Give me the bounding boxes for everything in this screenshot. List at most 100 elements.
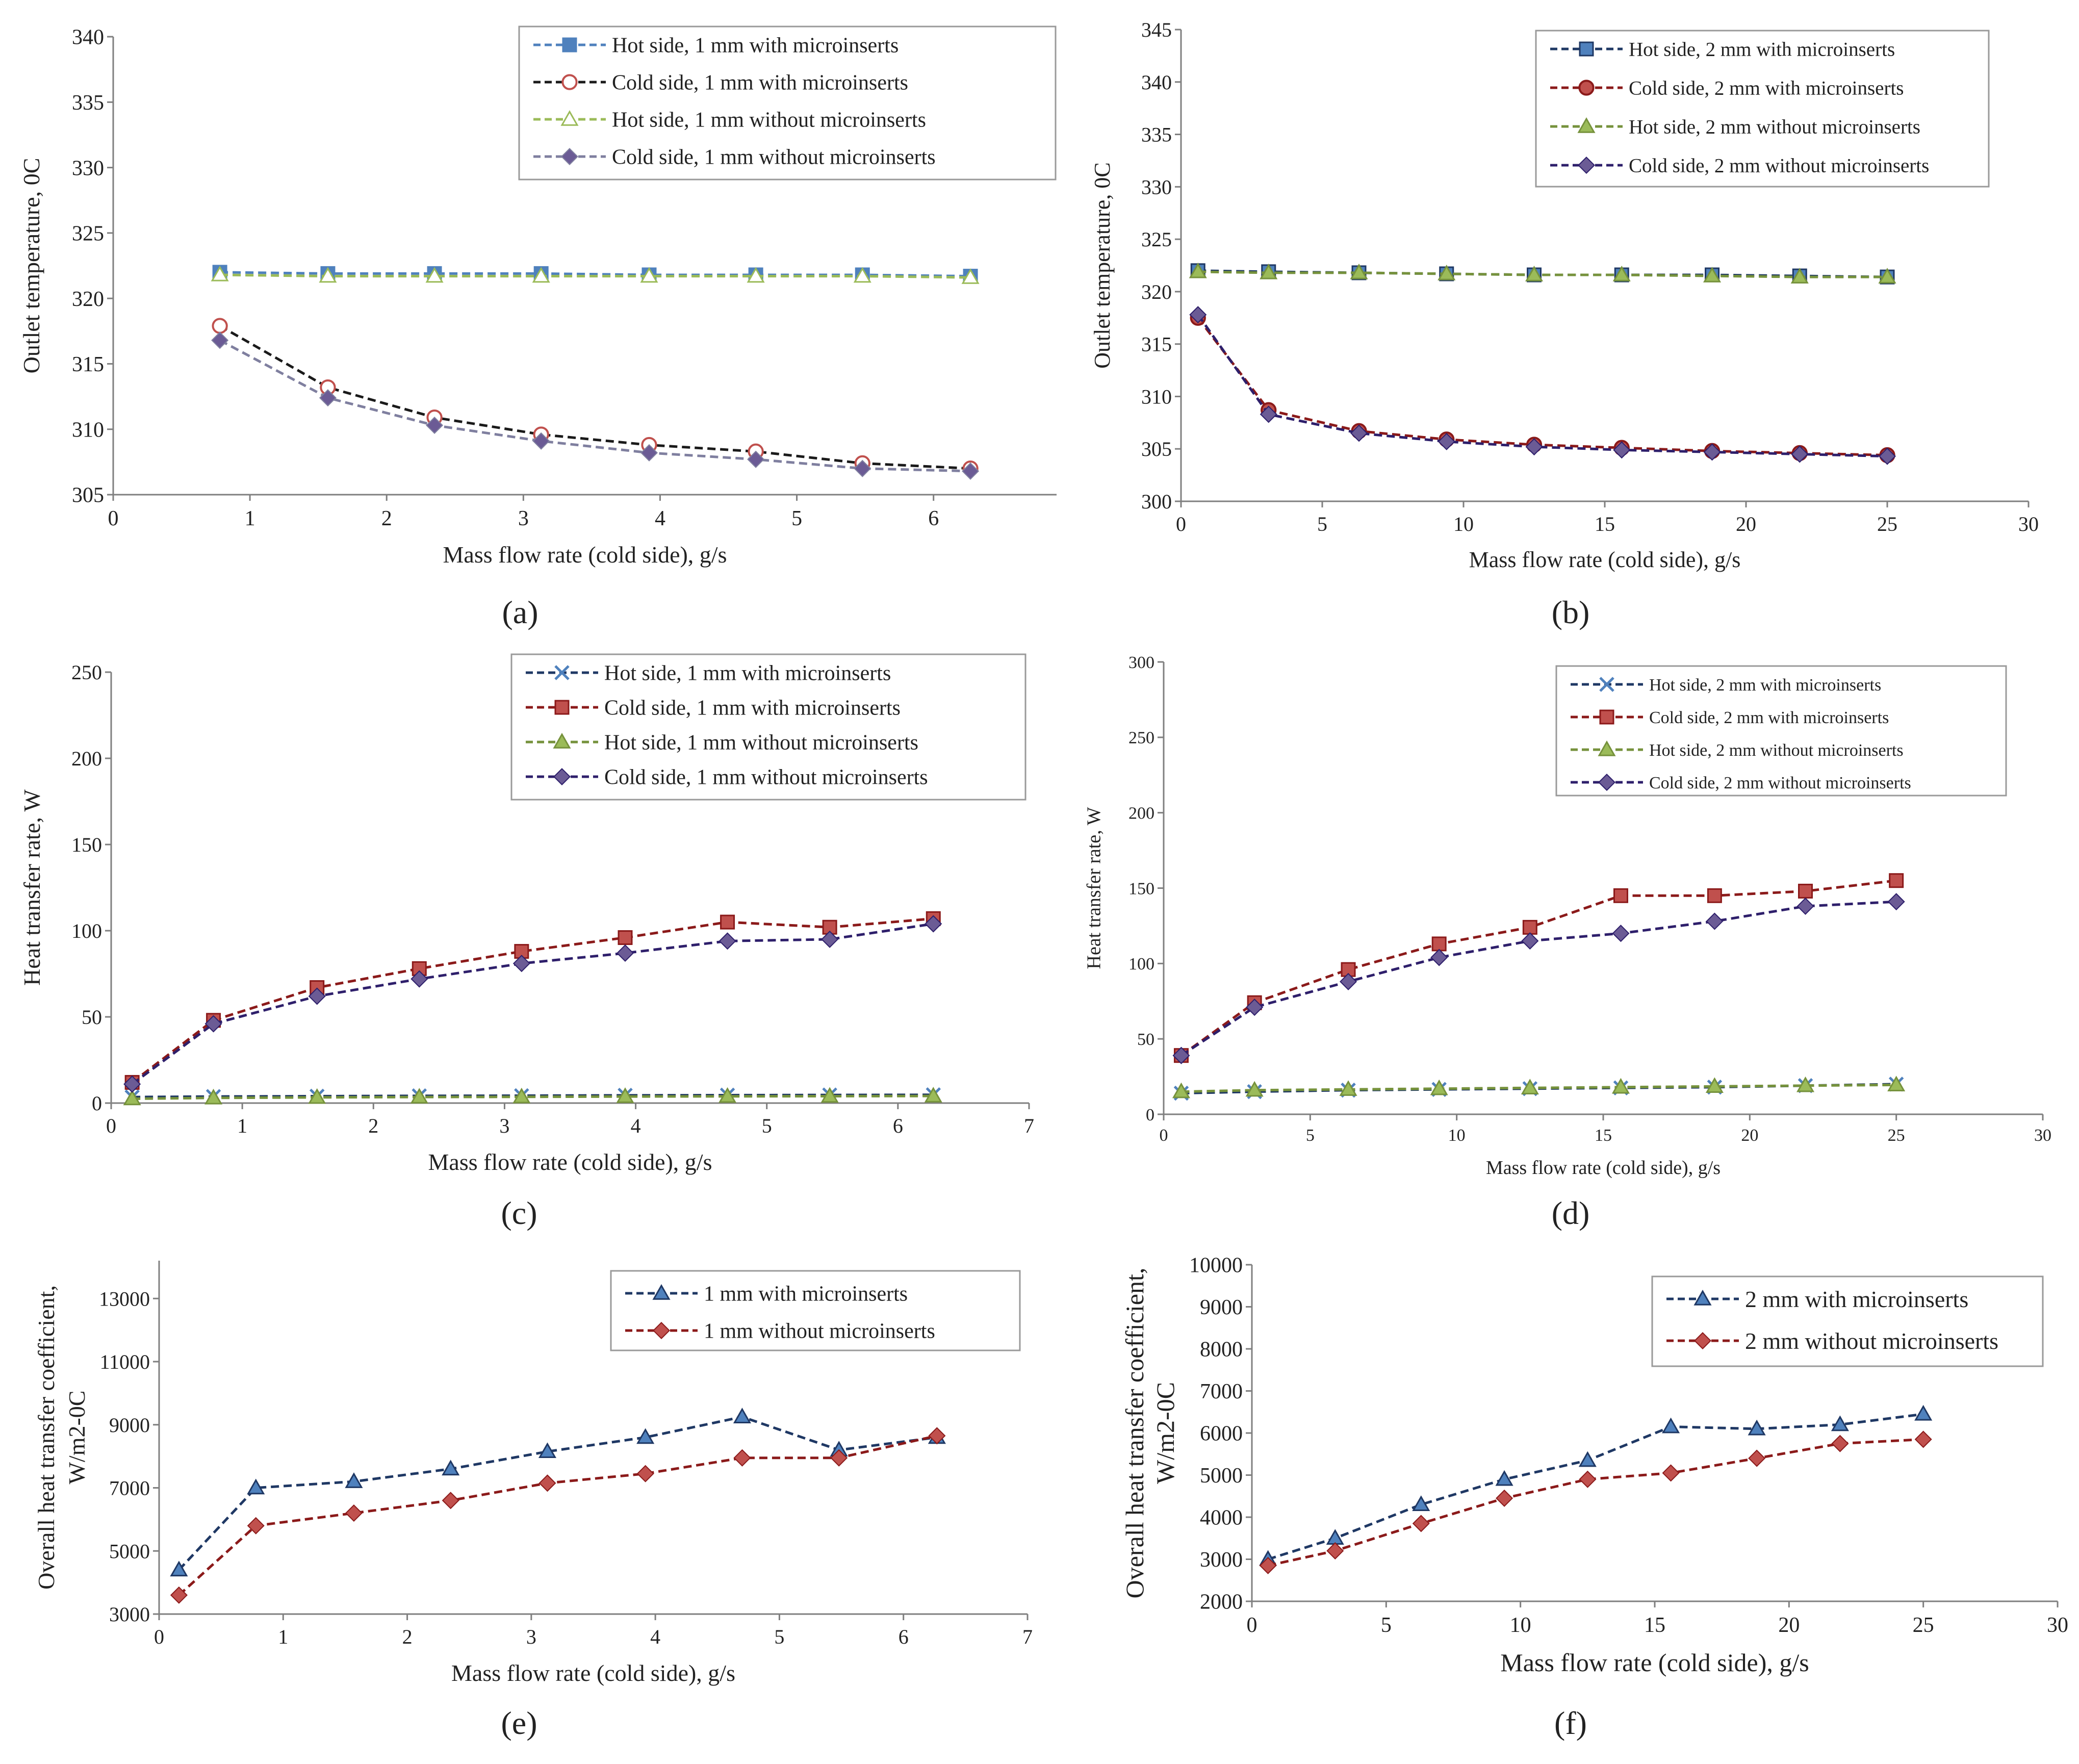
data-point	[1706, 912, 1724, 930]
data-point	[640, 444, 658, 462]
x-tick-label: 2	[368, 1114, 378, 1137]
x-tick-label: 5	[1381, 1614, 1392, 1637]
data-point	[854, 459, 871, 477]
legend-swatch-marker	[560, 110, 579, 126]
legend-label: 2 mm without microinserts	[1745, 1328, 1998, 1354]
data-point	[1245, 1081, 1264, 1097]
data-point	[1791, 445, 1809, 463]
data-point	[1189, 306, 1207, 324]
y-tick-label: 3000	[1200, 1548, 1243, 1572]
y-tick-label: 300	[1141, 490, 1172, 513]
legend-label: Cold side, 2 mm with microinserts	[1629, 78, 1904, 99]
y-tick-label: 9000	[1200, 1296, 1243, 1319]
data-point	[640, 267, 658, 283]
legend-swatch-marker	[562, 37, 577, 53]
y-tick-label: 345	[1141, 18, 1172, 41]
x-tick-label: 10	[1448, 1126, 1466, 1145]
x-tick-label: 0	[1176, 513, 1186, 535]
x-tick-label: 6	[899, 1625, 909, 1648]
y-axis-label: W/m2-0C	[64, 1391, 90, 1485]
legend: Hot side, 1 mm with microinserts Cold sid…	[518, 25, 1057, 181]
y-tick-label: 100	[71, 919, 102, 942]
data-point	[1613, 441, 1631, 459]
legend-label: Hot side, 2 mm with microinserts	[1629, 39, 1895, 61]
data-point	[442, 1460, 460, 1476]
x-tick-label: 20	[1736, 513, 1756, 535]
legend-label: Cold side, 1 mm with microinserts	[612, 71, 908, 95]
data-point	[1612, 266, 1631, 282]
legend-label: Hot side, 1 mm with microinserts	[604, 662, 891, 685]
y-tick-label: 330	[72, 157, 104, 180]
legend-label: Hot side, 2 mm without microinserts	[1629, 116, 1920, 138]
data-point	[720, 914, 735, 930]
series-2	[1173, 873, 1904, 1063]
x-tick-label: 3	[526, 1625, 536, 1648]
legend-swatch-marker	[1598, 773, 1616, 791]
x-axis-label: Mass flow rate (cold side), g/s	[428, 1149, 712, 1175]
data-point	[1525, 438, 1543, 456]
y-tick-label: 3000	[109, 1603, 150, 1626]
series-4	[211, 331, 980, 480]
series-line	[178, 1415, 937, 1571]
data-point	[618, 930, 633, 945]
x-tick-label: 0	[1247, 1614, 1257, 1637]
y-tick-label: 335	[72, 91, 104, 115]
y-tick-label: 2000	[1200, 1591, 1243, 1614]
series-3	[211, 265, 980, 284]
data-point	[319, 267, 337, 283]
data-point	[204, 1015, 222, 1033]
legend: Hot side, 2 mm with microinserts Cold sid…	[1535, 30, 1990, 188]
y-tick-label: 150	[1128, 879, 1154, 898]
y-tick-label: 250	[1128, 729, 1154, 748]
legend-label: Cold side, 2 mm without microinserts	[1649, 774, 1911, 792]
data-point	[204, 1088, 223, 1105]
data-point	[1525, 266, 1544, 282]
data-point	[425, 267, 444, 283]
legend-swatch-marker	[1579, 41, 1594, 57]
y-axis-label: Overall heat transfer coefficient,	[1120, 1268, 1149, 1599]
data-point	[1350, 263, 1368, 279]
data-point	[1430, 1079, 1448, 1095]
y-tick-label: 310	[72, 418, 104, 442]
series-1	[1259, 1404, 1933, 1566]
y-tick-label: 11000	[99, 1350, 150, 1373]
data-point	[1438, 264, 1456, 280]
series-line	[220, 271, 971, 278]
data-point	[1914, 1404, 1933, 1421]
y-tick-label: 305	[72, 484, 104, 507]
data-point	[747, 267, 765, 283]
legend-box	[518, 25, 1057, 181]
legend-label: Cold side, 2 mm without microinserts	[1629, 155, 1929, 177]
data-point	[1707, 888, 1722, 903]
data-point	[1412, 1495, 1430, 1511]
legend-box	[1651, 1275, 2044, 1367]
series-4	[1172, 893, 1905, 1064]
data-point	[1831, 1435, 1849, 1452]
legend-label: Hot side, 1 mm without microinserts	[612, 109, 926, 132]
x-tick-label: 6	[928, 507, 939, 530]
data-point	[1495, 1470, 1513, 1486]
data-point	[1611, 1078, 1630, 1094]
legend-swatch-marker	[652, 1284, 671, 1300]
panel-caption: (a)	[502, 594, 538, 630]
x-tick-label: 4	[631, 1114, 641, 1137]
data-point	[426, 417, 444, 434]
data-point	[1521, 932, 1539, 950]
x-tick-label: 5	[791, 507, 802, 530]
data-point	[345, 1472, 363, 1488]
series-line	[1197, 314, 1888, 458]
x-tick-label: 0	[1160, 1126, 1168, 1145]
y-tick-label: 250	[71, 661, 102, 684]
y-tick-label: 315	[1141, 333, 1172, 356]
x-tick-label: 5	[1317, 513, 1327, 535]
x-tick-label: 1	[245, 507, 255, 530]
data-point	[1431, 936, 1447, 952]
legend-label: Hot side, 1 mm with microinserts	[612, 34, 899, 58]
data-point	[853, 267, 871, 283]
legend-label: Cold side, 1 mm without microinserts	[604, 766, 928, 789]
data-point	[512, 1087, 531, 1104]
data-point	[1189, 262, 1207, 278]
data-point	[1662, 1464, 1680, 1482]
data-point	[830, 1449, 848, 1467]
